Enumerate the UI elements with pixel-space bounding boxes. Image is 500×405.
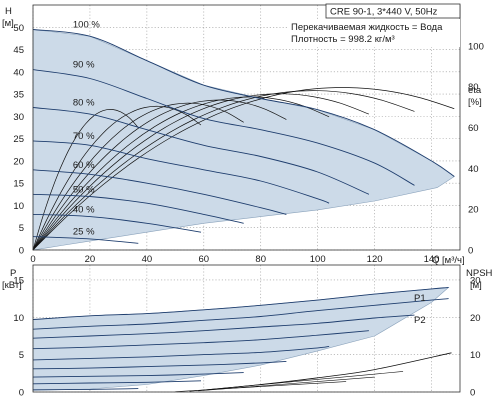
top-plot-frame [32, 4, 461, 251]
npsh-tick-label: 0 [470, 388, 475, 399]
npsh-reduced-speed-line [189, 371, 404, 392]
efficiency-curve [32, 96, 330, 251]
efficiency-curves [32, 87, 455, 251]
eta-tick-label: 100 [468, 41, 484, 52]
efficiency-curve [32, 99, 287, 251]
h-tick-label: 20 [13, 156, 24, 167]
head-curve [32, 169, 287, 215]
q-tick-label: 80 [255, 254, 266, 265]
speed-labels: 100 % 90 % 80 % 70 % 60 % 50 % 40 % 25 % [73, 20, 100, 238]
npsh-curve [175, 352, 452, 392]
q-tick-label: 0 [30, 254, 35, 265]
head-curve [32, 29, 455, 177]
h-axis-label: H [5, 6, 12, 17]
head-curve [32, 236, 139, 244]
power-curve [32, 380, 202, 385]
speed-label: 100 % [73, 20, 100, 31]
eta-tick-label: 80 [468, 82, 479, 93]
head-curve [32, 107, 370, 195]
eta-axis-unit: [%] [468, 97, 482, 108]
density-note: Плотность = 998.2 кг/м³ [291, 34, 395, 45]
q-tick-label: 140 [424, 254, 440, 265]
q-tick-label: 40 [142, 254, 153, 265]
speed-label: 40 % [73, 204, 95, 215]
power-curve [32, 314, 415, 339]
efficiency-curve [32, 87, 455, 251]
head-curves [32, 29, 455, 244]
h-tick-label: 40 [13, 67, 24, 78]
notes-box [289, 19, 460, 47]
head-curve [32, 69, 415, 186]
efficiency-curve [32, 109, 139, 251]
eta-axis-label: eta [468, 85, 482, 96]
h-tick-label: 5 [19, 223, 24, 234]
p-axis-label: P [10, 268, 16, 279]
h-tick-label: 10 [13, 201, 24, 212]
h-tick-label: 35 [13, 90, 24, 101]
head-envelope-area [32, 29, 455, 251]
npsh-tick-label: 10 [470, 350, 481, 361]
p-tick-label: 5 [19, 350, 24, 361]
power-curve [32, 330, 369, 350]
top-axis-ticks: 0 5 10 15 20 25 30 35 40 45 50 0 20 40 60 80 100 0 20 40 60 8… [13, 23, 483, 265]
head-curve [32, 140, 330, 204]
speed-label: 25 % [73, 227, 95, 238]
head-envelope [32, 29, 455, 251]
power-envelope [32, 287, 450, 391]
npsh-reduced-speed-line [175, 381, 347, 392]
title-box [325, 3, 461, 19]
q-axis-label: Q [м³/ч] [432, 255, 465, 266]
power-curve [32, 360, 287, 370]
h-tick-label: 15 [13, 179, 24, 190]
p-tick-label: 0 [19, 388, 24, 399]
p1-label: P1 [414, 293, 426, 304]
h-tick-label: 50 [13, 23, 24, 34]
eta-tick-label: 20 [468, 205, 479, 216]
power-curve [32, 388, 139, 391]
efficiency-curve [32, 93, 370, 251]
eta-tick-label: 40 [468, 164, 479, 175]
npsh-axis-unit: [м] [470, 280, 482, 291]
p2-label: P2 [414, 315, 426, 326]
p-tick-label: 10 [13, 313, 24, 324]
power-curve [32, 286, 449, 320]
speed-label: 80 % [73, 98, 95, 109]
p-tick-label: 15 [13, 275, 24, 286]
power-envelope-area [32, 287, 450, 391]
h-axis-unit: [м] [2, 18, 14, 29]
chart-title: CRE 90-1, 3*440 V, 50Hz [330, 7, 438, 18]
efficiency-curve [32, 102, 244, 251]
p-axis-unit: [кВт] [2, 280, 22, 291]
power-curve [32, 372, 244, 378]
bottom-axis-ticks: 0 5 10 15 0 10 20 30 [13, 275, 480, 398]
h-tick-label: 30 [13, 112, 24, 123]
power-curves [32, 286, 449, 391]
efficiency-curve [32, 90, 415, 251]
speed-label: 90 % [73, 60, 95, 71]
q-tick-label: 60 [199, 254, 210, 265]
eta-tick-label: 60 [468, 123, 479, 134]
q-tick-label: 100 [310, 254, 326, 265]
h-tick-label: 0 [19, 246, 24, 257]
q-tick-label: 120 [367, 254, 383, 265]
npsh-axis-label: NPSH [466, 268, 493, 279]
npsh-tick-label: 30 [470, 275, 481, 286]
speed-label: 60 % [73, 160, 95, 171]
power-curve [32, 345, 330, 361]
head-curve [32, 213, 202, 233]
speed-label: 70 % [73, 131, 95, 142]
h-tick-label: 25 [13, 134, 24, 145]
eta-tick-label: 0 [468, 246, 473, 257]
speed-label: 50 % [73, 184, 95, 195]
q-tick-label: 20 [85, 254, 96, 265]
npsh-tick-label: 20 [470, 313, 481, 324]
liquid-note: Перекачиваемая жидкость = Вода [291, 22, 443, 33]
h-tick-label: 45 [13, 45, 24, 56]
head-curve [32, 193, 244, 224]
power-curve [32, 298, 449, 330]
bottom-plot-frame [32, 264, 461, 393]
